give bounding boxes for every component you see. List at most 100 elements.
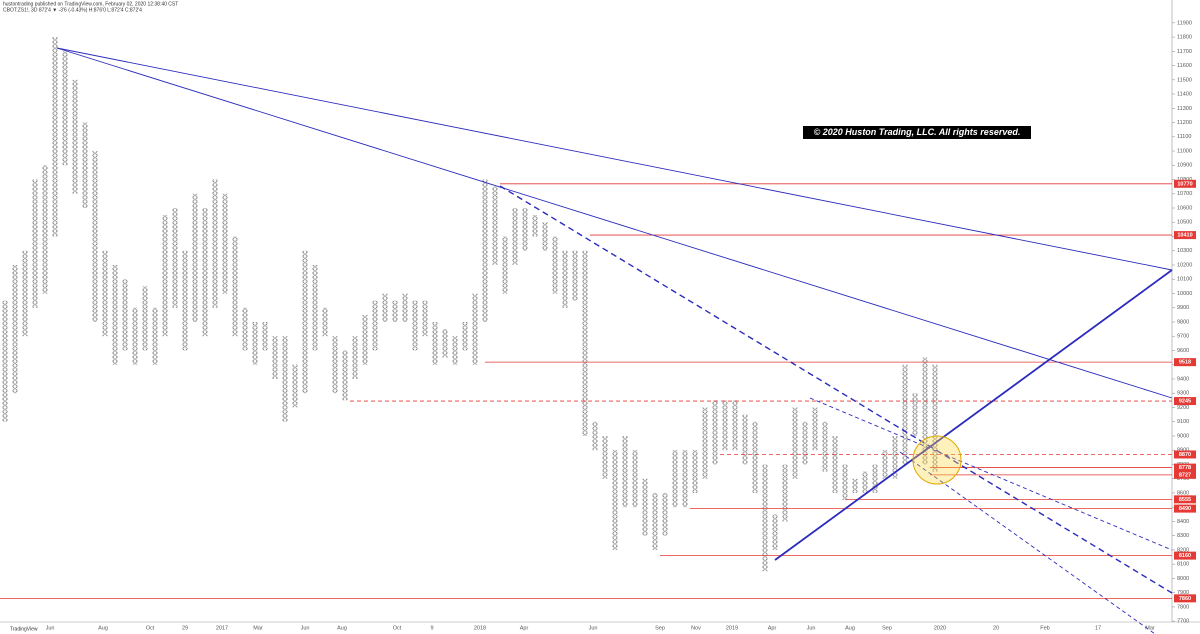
level-label: 9518	[1179, 360, 1191, 366]
y-tick-label: 8300	[1177, 533, 1189, 539]
level-tag	[1174, 470, 1196, 479]
x-tick-label: 2018	[474, 625, 486, 631]
x-tick-label: 9	[430, 625, 433, 631]
y-tick-label: 8700	[1177, 476, 1189, 482]
level-tag	[1174, 450, 1196, 459]
pf-column	[382, 293, 388, 322]
y-tick-label: 10900	[1177, 163, 1192, 169]
trend-line	[56, 47, 1173, 399]
x-tick-label: 2020	[934, 625, 946, 631]
y-tick-label: 10600	[1177, 205, 1192, 211]
y-tick-label: 11900	[1177, 20, 1192, 26]
y-tick-label: 9800	[1177, 319, 1189, 325]
y-tick-label: 10100	[1177, 277, 1192, 283]
pf-column	[182, 250, 188, 351]
pf-column	[142, 286, 148, 351]
pf-column	[662, 492, 668, 536]
pf-column	[892, 435, 898, 479]
y-tick-label: 7900	[1177, 590, 1189, 596]
y-tick-label: 10700	[1177, 191, 1192, 197]
x-tick-label: Feb	[1040, 625, 1049, 631]
level-tag	[1174, 358, 1196, 367]
pf-column	[812, 407, 818, 451]
pf-column	[882, 450, 888, 479]
pf-column	[572, 250, 578, 301]
pf-column	[622, 435, 628, 508]
pf-column	[562, 250, 568, 308]
y-tick-label: 9600	[1177, 348, 1189, 354]
y-tick-label: 8100	[1177, 562, 1189, 568]
y-tick-label: 10500	[1177, 220, 1192, 226]
pf-column	[632, 450, 638, 508]
pf-column	[152, 307, 158, 365]
pf-column	[372, 300, 378, 351]
y-tick-label: 9200	[1177, 405, 1189, 411]
trend-line	[899, 451, 1156, 634]
x-tick-label: 29	[182, 625, 188, 631]
y-tick-label: 8000	[1177, 576, 1189, 582]
y-tick-label: 8400	[1177, 519, 1189, 525]
x-tick-label: 2019	[726, 625, 738, 631]
pf-column	[922, 357, 928, 465]
pf-column	[782, 464, 788, 522]
pf-column	[742, 414, 748, 465]
pf-column	[192, 193, 198, 322]
pf-column	[512, 208, 518, 266]
pf-column	[452, 336, 458, 365]
y-tick-label: 9400	[1177, 376, 1189, 382]
y-tick-label: 11000	[1177, 148, 1192, 154]
y-tick-label: 10200	[1177, 262, 1192, 268]
y-tick-label: 11400	[1177, 92, 1192, 98]
pf-column	[592, 421, 598, 451]
x-tick-label: Mar	[1145, 625, 1155, 631]
pf-column	[902, 364, 908, 465]
x-tick-label: Sep	[655, 625, 665, 631]
x-tick-label: Jun	[807, 625, 816, 631]
highlight-circle	[912, 435, 962, 485]
logo[interactable]: TradingView	[10, 626, 38, 632]
pf-column	[252, 321, 258, 365]
pf-column	[602, 435, 608, 479]
pf-column	[552, 236, 558, 294]
pf-column	[242, 307, 248, 351]
pf-column	[362, 314, 368, 365]
pf-column	[472, 293, 478, 365]
x-tick-label: Aug	[845, 625, 855, 631]
pf-column	[52, 37, 58, 237]
x-tick-label: Jun	[301, 625, 310, 631]
pf-column	[212, 179, 218, 308]
pf-column	[92, 151, 98, 322]
pf-column	[672, 450, 678, 508]
pf-column	[352, 336, 358, 379]
pf-column	[732, 400, 738, 451]
pf-column	[462, 321, 468, 351]
columns	[2, 37, 938, 572]
pf-column	[582, 250, 588, 436]
level-label: 8490	[1179, 506, 1191, 512]
pf-column	[102, 250, 108, 337]
x-tick-label: Oct	[393, 625, 402, 631]
y-tick-label: 9000	[1177, 433, 1189, 439]
level-tag	[1174, 231, 1196, 240]
pf-column	[312, 265, 318, 351]
pf-column	[402, 293, 408, 322]
level-label: 8160	[1179, 553, 1191, 559]
pf-column	[302, 250, 308, 394]
pf-column	[612, 450, 618, 550]
y-tick-label: 11300	[1177, 106, 1192, 112]
y-tick-label: 11800	[1177, 35, 1192, 41]
y-tick-label: 8600	[1177, 490, 1189, 496]
pf-column	[82, 122, 88, 209]
pf-column	[442, 329, 448, 358]
pf-column	[432, 321, 438, 365]
pf-column	[222, 193, 228, 294]
pf-column	[842, 464, 848, 501]
y-tick-label: 9700	[1177, 334, 1189, 340]
x-tick-label: Aug	[98, 625, 108, 631]
pf-column	[162, 215, 168, 337]
pf-column	[112, 265, 118, 365]
pf-column	[532, 215, 538, 237]
pf-column	[292, 364, 298, 408]
level-tag	[1174, 179, 1196, 188]
pf-column	[412, 300, 418, 351]
